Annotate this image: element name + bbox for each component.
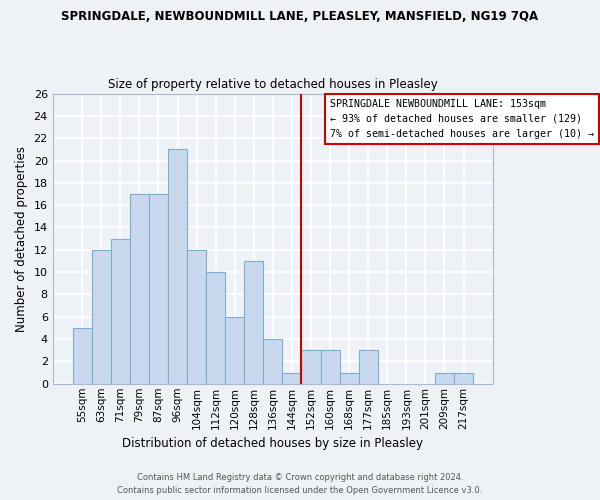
Bar [149,194,168,384]
Bar [359,350,378,384]
Bar [111,238,130,384]
Bar [340,372,359,384]
Bar [320,350,340,384]
Bar [225,317,244,384]
Text: SPRINGDALE, NEWBOUNDMILL LANE, PLEASLEY, MANSFIELD, NG19 7QA: SPRINGDALE, NEWBOUNDMILL LANE, PLEASLEY,… [61,10,539,23]
Y-axis label: Number of detached properties: Number of detached properties [15,146,28,332]
Text: SPRINGDALE NEWBOUNDMILL LANE: 153sqm
← 93% of detached houses are smaller (129)
: SPRINGDALE NEWBOUNDMILL LANE: 153sqm ← 9… [330,99,594,138]
Bar [206,272,225,384]
Bar [283,372,301,384]
Text: Contains HM Land Registry data © Crown copyright and database right 2024.
Contai: Contains HM Land Registry data © Crown c… [118,474,482,495]
Bar [435,372,454,384]
Bar [263,339,283,384]
Bar [244,261,263,384]
Bar [92,250,111,384]
Bar [187,250,206,384]
Bar [130,194,149,384]
Bar [73,328,92,384]
Title: Size of property relative to detached houses in Pleasley: Size of property relative to detached ho… [108,78,438,91]
X-axis label: Distribution of detached houses by size in Pleasley: Distribution of detached houses by size … [122,437,424,450]
Bar [168,150,187,384]
Bar [454,372,473,384]
Bar [301,350,320,384]
